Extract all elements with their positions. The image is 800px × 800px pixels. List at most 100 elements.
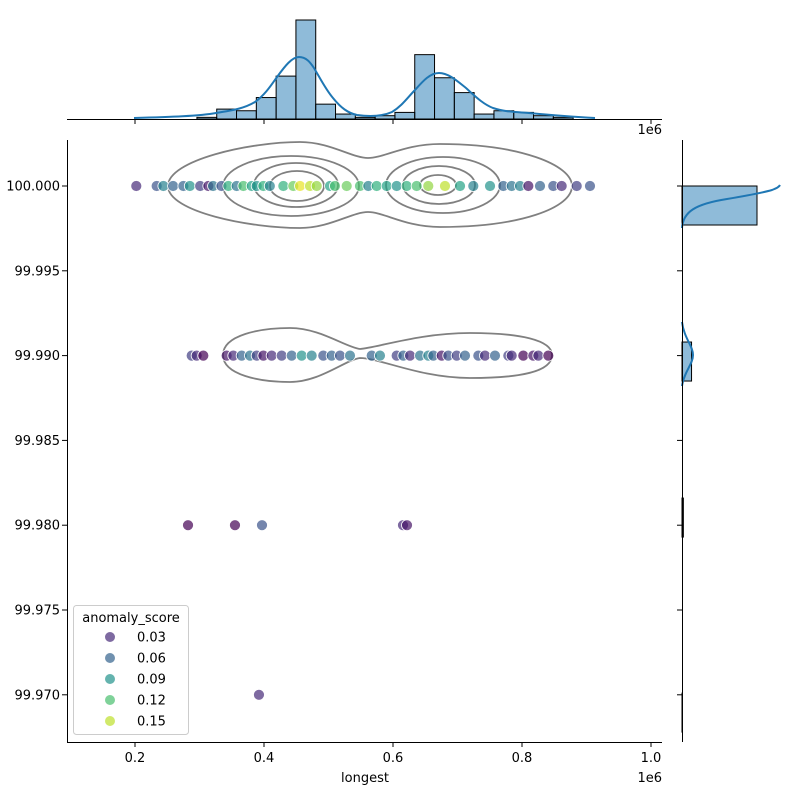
scatter-point bbox=[422, 180, 435, 192]
x-tick-label: 0.8 bbox=[512, 751, 533, 766]
x-histogram-bar bbox=[236, 110, 257, 120]
scatter-point bbox=[517, 349, 530, 362]
scatter-point bbox=[479, 349, 491, 362]
scatter-point bbox=[130, 180, 143, 192]
scatter-point bbox=[340, 180, 353, 192]
x-marginal-kde-curve bbox=[133, 55, 596, 119]
scatter-point bbox=[374, 349, 386, 362]
x-axis-label: longest bbox=[341, 771, 389, 786]
scatter-point bbox=[522, 180, 535, 192]
scatter-point bbox=[229, 519, 241, 532]
scatter-point bbox=[253, 688, 265, 701]
scatter-point bbox=[401, 519, 413, 532]
scatter-point bbox=[370, 180, 383, 192]
scatter-point bbox=[294, 180, 306, 192]
legend-label: 0.15 bbox=[137, 715, 166, 730]
x-histogram-bar bbox=[434, 77, 455, 120]
x-histogram-bar bbox=[315, 103, 337, 120]
scatter-point bbox=[439, 180, 451, 192]
scatter-point bbox=[505, 349, 518, 362]
x-histogram-bar bbox=[335, 113, 356, 120]
legend-marker bbox=[105, 695, 115, 705]
scatter-point bbox=[277, 180, 290, 192]
scatter-point bbox=[167, 180, 179, 192]
scatter-point bbox=[390, 180, 403, 192]
y-tick-label: 99.975 bbox=[15, 604, 61, 619]
scatter-point bbox=[183, 180, 196, 192]
top-offset-label: 1e6 bbox=[637, 123, 662, 138]
scatter-point bbox=[484, 180, 496, 192]
legend-marker bbox=[105, 674, 115, 684]
y-marginal-kde-curve-top bbox=[681, 184, 781, 229]
scatter-point bbox=[459, 349, 471, 362]
legend-label: 0.09 bbox=[137, 673, 166, 688]
scatter-point bbox=[410, 180, 423, 192]
scatter-point bbox=[197, 349, 210, 362]
x-tick-label: 0.2 bbox=[125, 751, 146, 766]
x-histogram-bar bbox=[275, 75, 297, 120]
x-marginal-histogram bbox=[196, 19, 574, 120]
scatter-point bbox=[534, 180, 546, 192]
scatter-point bbox=[570, 180, 583, 192]
legend-marker bbox=[105, 716, 115, 726]
legend-marker bbox=[105, 653, 115, 663]
x-histogram-bar bbox=[473, 113, 495, 120]
scatter-point bbox=[275, 349, 288, 362]
y-marginal-kde-curve-bottom bbox=[681, 321, 695, 387]
scatter-point bbox=[400, 180, 413, 192]
x-histogram-bar bbox=[196, 116, 218, 120]
scatter-point bbox=[334, 349, 346, 362]
scatter-point bbox=[532, 349, 545, 362]
x-tick-label: 0.4 bbox=[254, 751, 275, 766]
y-tick-label: 100.000 bbox=[6, 180, 60, 195]
scatter-point bbox=[584, 180, 596, 192]
y-tick-label: 99.980 bbox=[15, 519, 61, 534]
scatter-point bbox=[285, 349, 298, 362]
y-tick-label: 99.970 bbox=[15, 688, 61, 703]
y-tick-label: 99.995 bbox=[15, 264, 61, 279]
kde-contours bbox=[167, 141, 573, 383]
x-histogram-bar bbox=[354, 116, 376, 120]
scatter-point bbox=[263, 180, 276, 192]
legend: anomaly_score 0.03 0.06 0.09 0.12 0.15 bbox=[73, 605, 189, 735]
x-tick-label: 1.0 bbox=[641, 751, 662, 766]
x-histogram-bar bbox=[295, 19, 317, 120]
x-histogram-bar bbox=[552, 116, 574, 120]
ticks: 0.2 0.4 0.6 0.8 1.0 100.000 99.995 99.990 99.985… bbox=[6, 119, 682, 766]
scatter-points bbox=[130, 180, 596, 701]
y-marginal-histogram bbox=[681, 185, 758, 733]
scatter-point bbox=[404, 349, 416, 362]
scatter-point bbox=[489, 349, 501, 362]
y-histogram-bar bbox=[681, 185, 758, 226]
x-histogram-bar bbox=[394, 111, 416, 120]
axes bbox=[67, 119, 683, 743]
scatter-point bbox=[256, 519, 268, 532]
scatter-point bbox=[555, 180, 568, 192]
y-tick-label: 99.985 bbox=[15, 434, 61, 449]
legend-label: 0.03 bbox=[137, 631, 166, 646]
scatter-point bbox=[380, 180, 393, 192]
x-offset-label: 1e6 bbox=[637, 771, 662, 786]
x-histogram-bar bbox=[533, 115, 554, 120]
x-histogram-bar bbox=[255, 97, 277, 120]
scatter-point bbox=[467, 180, 480, 192]
legend-marker bbox=[105, 632, 115, 642]
scatter-point bbox=[305, 349, 318, 362]
legend-box bbox=[73, 605, 189, 735]
y-tick-label: 99.990 bbox=[15, 349, 61, 364]
legend-label: 0.12 bbox=[137, 694, 166, 709]
x-histogram-bar bbox=[453, 92, 475, 120]
scatter-point bbox=[265, 349, 278, 362]
legend-title: anomaly_score bbox=[82, 611, 180, 626]
legend-label: 0.06 bbox=[137, 652, 166, 667]
scatter-point bbox=[454, 180, 466, 192]
x-tick-label: 0.6 bbox=[383, 751, 404, 766]
scatter-point bbox=[310, 180, 323, 192]
scatter-point bbox=[344, 349, 356, 362]
scatter-point bbox=[329, 180, 341, 192]
scatter-point bbox=[295, 349, 308, 362]
scatter-point bbox=[182, 519, 194, 532]
y-histogram-bar bbox=[681, 341, 693, 382]
scatter-point bbox=[542, 349, 555, 362]
